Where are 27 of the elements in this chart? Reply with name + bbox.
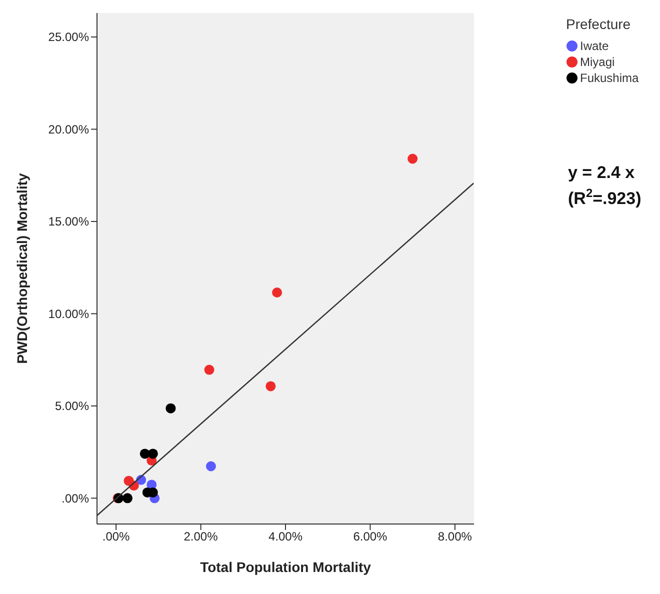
point xyxy=(166,403,176,414)
legend-label: Miyagi xyxy=(580,54,615,70)
y-tick-label: 25.00% xyxy=(48,30,90,44)
point xyxy=(266,381,276,392)
point xyxy=(204,364,214,375)
x-tick-label: 6.00% xyxy=(353,530,388,544)
point xyxy=(408,154,418,164)
legend-label: Fukushima xyxy=(580,70,639,86)
point xyxy=(272,287,282,298)
point xyxy=(206,461,216,472)
x-axis-title: Total Population Mortality xyxy=(200,559,372,575)
y-tick-label: .00% xyxy=(62,491,90,506)
y-tick-label: 15.00% xyxy=(48,214,90,229)
y-tick-label: 5.00% xyxy=(54,399,90,414)
legend-title: Prefecture xyxy=(566,16,632,32)
y-tick-label: 10.00% xyxy=(48,306,90,321)
legend-label: Iwate xyxy=(580,38,609,54)
point xyxy=(122,493,132,504)
y-axis-title: PWD(Orthopedical) Mortality xyxy=(14,173,30,364)
point xyxy=(148,448,158,459)
x-tick-label: 8.00% xyxy=(438,530,472,544)
text: (R$^{2}$=.923) xyxy=(568,186,642,208)
x-tick-label: 2.00% xyxy=(184,530,218,544)
x-tick-label: .00% xyxy=(102,530,130,544)
x-tick-label: 4.00% xyxy=(268,530,303,544)
text: y = 2.4 x xyxy=(568,163,636,182)
y-tick-label: 20.00% xyxy=(48,122,90,136)
